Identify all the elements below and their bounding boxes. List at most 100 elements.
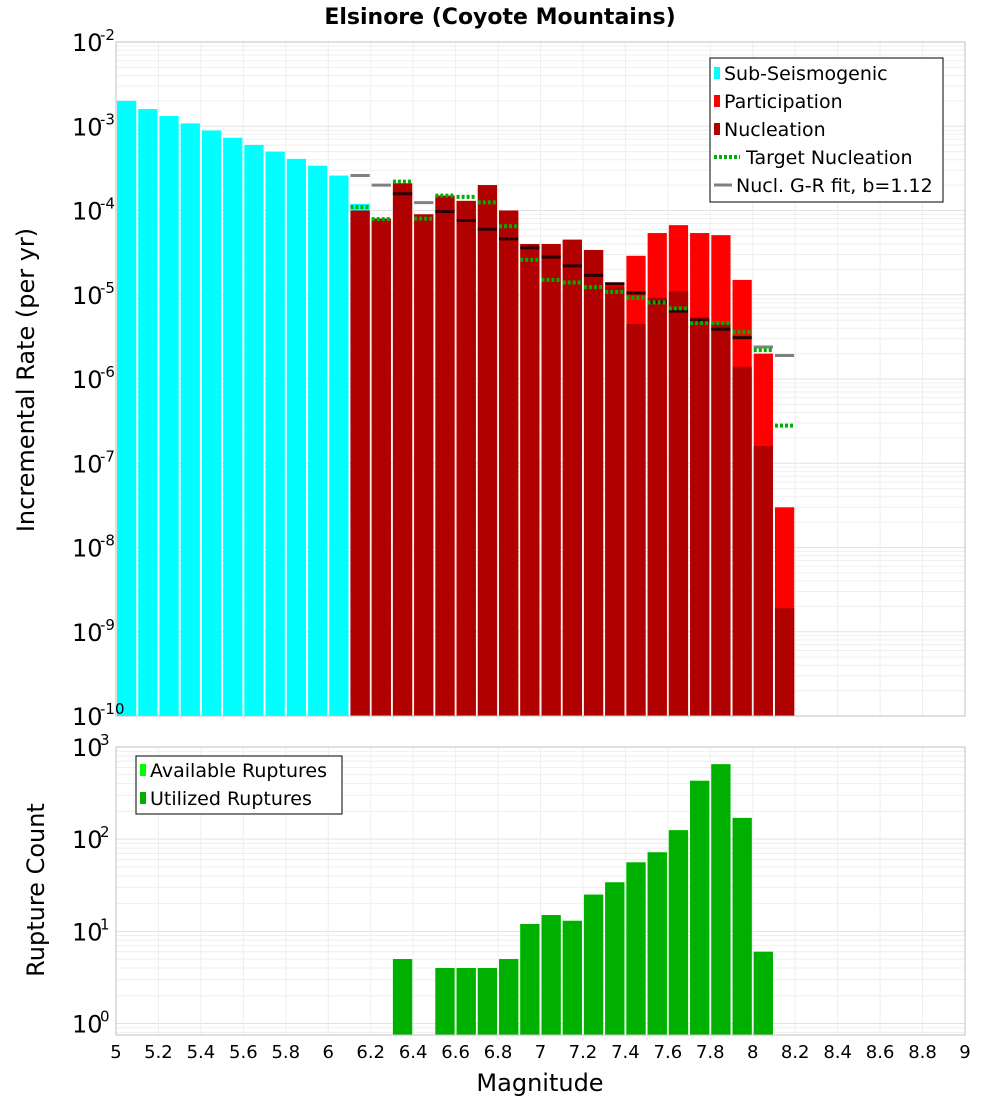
top-y-tick-label: 10-2 bbox=[72, 26, 115, 57]
tick-exponent: -7 bbox=[100, 447, 115, 465]
x-tick-label: 5.2 bbox=[144, 1042, 173, 1063]
nucleation-bar bbox=[605, 286, 625, 716]
legend-label: Available Ruptures bbox=[150, 760, 327, 782]
top-y-tick-label: 10-8 bbox=[72, 532, 115, 563]
x-tick-label: 8 bbox=[747, 1042, 758, 1063]
tick-base: 10 bbox=[72, 826, 103, 854]
nucleation-bar bbox=[477, 185, 498, 716]
sub-seismogenic-bar bbox=[138, 109, 158, 716]
tick-base: 10 bbox=[72, 703, 103, 731]
tick-exponent: 1 bbox=[100, 915, 110, 933]
nucleation-bar bbox=[435, 195, 455, 716]
tick-exponent: -4 bbox=[100, 195, 115, 213]
sub-seismogenic-bar bbox=[286, 158, 307, 717]
tick-exponent: -3 bbox=[100, 110, 115, 128]
sub-seismogenic-bar bbox=[117, 100, 137, 716]
tick-base: 10 bbox=[72, 619, 103, 647]
top-legend: Sub-Seismogenic Participation Nucleation Ta… bbox=[709, 57, 944, 203]
legend-box bbox=[135, 755, 343, 815]
x-tick-label: 8.4 bbox=[823, 1042, 852, 1063]
x-tick-label: 7.4 bbox=[611, 1042, 640, 1063]
legend-label: Utilized Ruptures bbox=[150, 788, 312, 810]
sub-seismogenic-bar bbox=[244, 144, 264, 717]
x-tick-label: 9 bbox=[959, 1042, 970, 1063]
utilized-ruptures-bar bbox=[605, 882, 625, 1035]
tick-base: 10 bbox=[72, 29, 103, 57]
utilized-ruptures-bar bbox=[477, 967, 498, 1035]
legend-label: Nucl. G-R fit, b=1.12 bbox=[736, 175, 933, 197]
x-tick-label: 5.8 bbox=[271, 1042, 300, 1063]
top-bars bbox=[117, 100, 795, 717]
tick-exponent: 2 bbox=[100, 823, 110, 841]
x-tick-label: 5.6 bbox=[229, 1042, 258, 1063]
chart-title: Elsinore (Coyote Mountains) bbox=[324, 5, 675, 30]
legend-swatch bbox=[140, 792, 146, 804]
legend-box bbox=[709, 57, 944, 203]
tick-exponent: -10 bbox=[100, 700, 125, 718]
tick-base: 10 bbox=[72, 366, 103, 394]
legend-label: Nucleation bbox=[724, 119, 826, 141]
nucleation-bar bbox=[668, 291, 689, 716]
nucleation-bar bbox=[774, 608, 795, 716]
top-y-tick-label: 10-10 bbox=[72, 700, 125, 731]
nucleation-bar bbox=[350, 210, 370, 716]
x-tick-label: 6.6 bbox=[441, 1042, 470, 1063]
utilized-ruptures-bar bbox=[392, 959, 413, 1035]
x-tick-label: 8.6 bbox=[866, 1042, 895, 1063]
nucleation-bar bbox=[392, 183, 413, 716]
tick-base: 10 bbox=[72, 198, 103, 226]
legend-swatch bbox=[714, 95, 720, 107]
nucleation-bar bbox=[541, 244, 561, 717]
utilized-ruptures-bar bbox=[668, 830, 689, 1035]
x-tick-labels: 5 5.2 5.4 5.6 5.8 6 6.2 6.4 6.6 6.8 7 7.2 7.4 7.6 7.8 8… bbox=[110, 1042, 970, 1063]
utilized-ruptures-bar bbox=[456, 967, 476, 1035]
top-y-tick-label: 10-3 bbox=[72, 110, 115, 141]
nucleation-bar bbox=[732, 366, 752, 716]
legend-swatch bbox=[714, 67, 720, 79]
tick-base: 10 bbox=[72, 535, 103, 563]
tick-exponent: -6 bbox=[100, 363, 115, 381]
x-tick-label: 6.2 bbox=[356, 1042, 385, 1063]
nucleation-bar bbox=[456, 200, 476, 716]
x-tick-label: 8.8 bbox=[908, 1042, 937, 1063]
x-tick-label: 6.8 bbox=[484, 1042, 513, 1063]
tick-base: 10 bbox=[72, 450, 103, 478]
tick-exponent: -5 bbox=[100, 279, 115, 297]
nucleation-bar bbox=[583, 249, 604, 716]
utilized-ruptures-bar bbox=[499, 959, 519, 1035]
utilized-ruptures-bar bbox=[732, 817, 752, 1035]
x-tick-label: 7 bbox=[535, 1042, 546, 1063]
nucleation-bar bbox=[647, 297, 667, 716]
x-tick-label: 8.2 bbox=[781, 1042, 810, 1063]
x-tick-label: 5.4 bbox=[187, 1042, 216, 1063]
x-tick-label: 6.4 bbox=[399, 1042, 428, 1063]
sub-seismogenic-bar bbox=[223, 137, 243, 717]
legend-swatch bbox=[140, 764, 146, 776]
bottom-y-tick-label: 103 bbox=[72, 731, 110, 762]
utilized-ruptures-bar bbox=[541, 915, 561, 1035]
legend-label: Participation bbox=[724, 91, 843, 113]
x-tick-label: 6 bbox=[323, 1042, 334, 1063]
tick-base: 10 bbox=[72, 918, 103, 946]
utilized-ruptures-bar bbox=[711, 764, 731, 1035]
utilized-ruptures-bar bbox=[435, 967, 455, 1035]
top-y-axis-label: Incremental Rate (per yr) bbox=[12, 228, 40, 532]
legend-label: Target Nucleation bbox=[745, 147, 913, 169]
x-tick-label: 5 bbox=[110, 1042, 121, 1063]
tick-exponent: -2 bbox=[100, 26, 115, 44]
top-y-tick-label: 10-7 bbox=[72, 447, 115, 478]
tick-exponent: -8 bbox=[100, 532, 115, 550]
top-y-tick-label: 10-6 bbox=[72, 363, 115, 394]
utilized-ruptures-bar bbox=[583, 894, 604, 1035]
nucleation-bar bbox=[753, 446, 773, 716]
legend-swatch bbox=[714, 123, 720, 135]
bottom-y-tick-label: 102 bbox=[72, 823, 110, 854]
x-tick-label: 7.6 bbox=[654, 1042, 683, 1063]
bottom-y-tick-label: 100 bbox=[72, 1007, 110, 1038]
sub-seismogenic-bar bbox=[308, 165, 328, 716]
x-tick-label: 7.2 bbox=[569, 1042, 598, 1063]
legend-label: Sub-Seismogenic bbox=[724, 63, 888, 85]
tick-base: 10 bbox=[72, 113, 103, 141]
